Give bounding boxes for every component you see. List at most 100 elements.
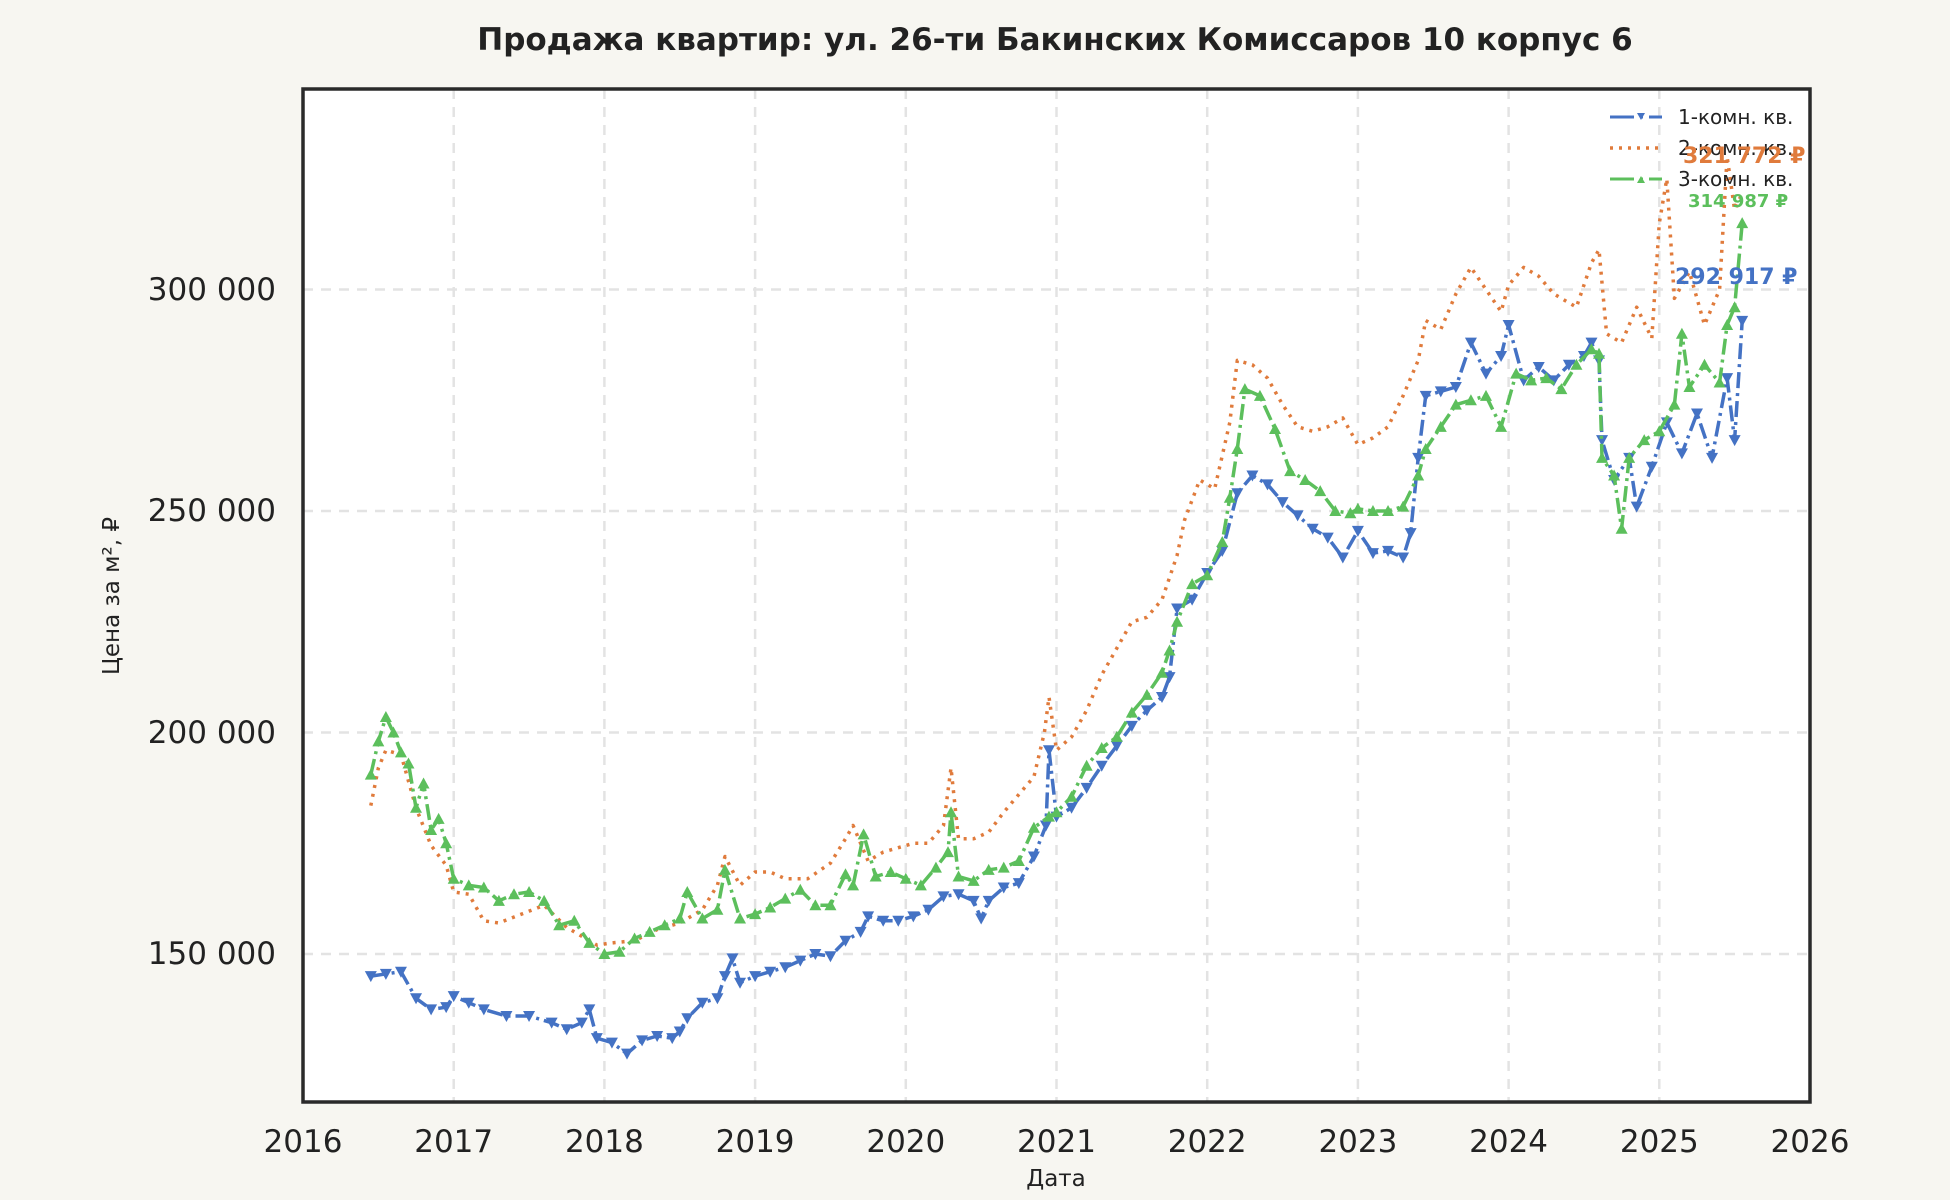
triangle-down-marker-icon (1585, 337, 1598, 349)
triangle-up-marker-icon (410, 801, 423, 813)
triangle-down-marker-icon (764, 966, 777, 978)
x-tick-label: 2018 (564, 1124, 644, 1160)
x-axis-label: Дата (1026, 1166, 1086, 1192)
legend-item-3room: 3-комн. кв. (1608, 163, 1793, 194)
legend-label: 1-комн. кв. (1678, 104, 1794, 129)
triangle-up-marker-icon (696, 912, 709, 924)
annotation-2room-last: 321 772 ₽ (1683, 144, 1806, 169)
x-tick-label: 2016 (263, 1124, 343, 1160)
triangle-up-marker-icon (1540, 372, 1553, 384)
triangle-down-marker-icon (447, 991, 460, 1003)
y-axis-label: Цена за м², ₽ (99, 517, 125, 675)
triangle-up-marker-icon (1495, 420, 1508, 432)
x-tick-label: 2020 (866, 1124, 946, 1160)
triangle-down-marker-icon (1397, 552, 1410, 564)
triangle-down-marker-icon (952, 889, 965, 901)
x-tick-label: 2017 (414, 1124, 494, 1160)
x-tick-label: 2024 (1469, 1124, 1549, 1160)
x-tick-label: 2022 (1167, 1124, 1247, 1160)
triangle-up-marker-icon (779, 892, 792, 904)
triangle-up-marker-icon (1110, 730, 1123, 742)
triangle-up-marker-icon (364, 768, 377, 780)
y-tick-label: 200 000 (147, 714, 276, 751)
triangle-down-marker-icon (1261, 479, 1274, 491)
triangle-down-marker-icon (1630, 501, 1643, 513)
triangle-up-marker-icon (794, 883, 807, 895)
triangle-down-marker-icon (1596, 435, 1609, 447)
x-tick-label: 2021 (1017, 1124, 1096, 1160)
triangle-up-marker-icon (734, 912, 747, 924)
triangle-down-marker-icon (1690, 408, 1703, 420)
triangle-up-marker-icon (1608, 469, 1621, 481)
triangle-up-marker-icon (1351, 502, 1364, 514)
triangle-down-marker-icon (975, 913, 988, 925)
triangle-up-marker-icon (824, 899, 837, 911)
triangle-up-marker-icon (1713, 376, 1726, 388)
triangle-up-marker-icon (425, 823, 438, 835)
triangle-up-marker-icon (1449, 398, 1462, 410)
triangle-down-marker-icon (1547, 375, 1560, 387)
triangle-up-marker-icon (440, 837, 453, 849)
triangle-down-marker-icon (862, 911, 875, 923)
triangle-up-marker-icon (1155, 666, 1168, 678)
triangle-up-marker-icon (1397, 500, 1410, 512)
triangle-down-marker-icon (1039, 820, 1052, 832)
triangle-down-marker-icon (1246, 470, 1259, 482)
triangle-down-marker-icon (1095, 760, 1108, 772)
triangle-up-marker-icon (1623, 451, 1636, 463)
triangle-down-marker-icon (1125, 720, 1138, 732)
triangle-up-marker-icon (394, 746, 407, 758)
triangle-down-marker-icon (1012, 878, 1025, 890)
triangle-up-marker-icon (884, 866, 897, 878)
triangle-down-marker-icon (1645, 461, 1658, 473)
triangle-up-marker-icon (1434, 420, 1447, 432)
triangle-up-marker-icon (997, 861, 1010, 873)
triangle-up-marker-icon (1080, 759, 1093, 771)
triangle-down-marker-icon (575, 1017, 588, 1029)
triangle-up-marker-icon (1683, 380, 1696, 392)
triangle-down-marker-icon (1479, 368, 1492, 380)
triangle-up-marker-icon (1419, 442, 1432, 454)
triangle-up-marker-icon (1042, 810, 1055, 822)
triangle-up-marker-icon (941, 846, 954, 858)
triangle-up-marker-icon (1012, 854, 1025, 866)
triangle-up-marker-icon (1615, 522, 1628, 534)
series-lines (364, 154, 1749, 1060)
triangle-up-marker-icon (462, 879, 475, 891)
triangle-down-marker-icon (1171, 603, 1184, 615)
triangle-down-marker-icon (583, 1004, 596, 1016)
triangle-up-marker-icon (447, 872, 460, 884)
triangle-up-marker-icon (1065, 790, 1078, 802)
triangle-up-marker-icon (1095, 742, 1108, 754)
triangle-down-marker-icon (1404, 528, 1417, 540)
triangle-up-marker-icon (929, 861, 942, 873)
triangle-down-marker-icon (1080, 782, 1093, 794)
triangle-down-marker-icon (1321, 532, 1334, 544)
triangle-up-marker-icon (507, 888, 520, 900)
triangle-down-marker-icon (1502, 319, 1515, 331)
triangle-up-marker-icon (658, 919, 671, 931)
triangle-up-marker-icon (379, 710, 392, 722)
triangle-down-marker-icon (440, 1002, 453, 1014)
triangle-down-marker-icon (1562, 359, 1575, 371)
triangle-up-marker-icon (477, 881, 490, 893)
triangle-up-marker-icon (1314, 485, 1327, 497)
triangle-up-marker-icon (1596, 451, 1609, 463)
triangle-up-marker-icon (1163, 644, 1176, 656)
triangle-down-marker-icon (854, 926, 867, 938)
triangle-down-marker-icon (982, 895, 995, 907)
triangle-up-marker-icon (492, 894, 505, 906)
triangle-up-marker-icon (1675, 327, 1688, 339)
triangle-down-marker-icon (636, 1035, 649, 1047)
triangle-up-marker-icon (417, 777, 430, 789)
triangle-down-marker-icon (1276, 497, 1289, 509)
triangle-up-marker-icon (1382, 505, 1395, 516)
triangle-down-marker-icon (1306, 523, 1319, 535)
triangle-down-marker-icon (1351, 525, 1364, 537)
triangle-up-marker-icon (718, 863, 731, 875)
triangle-down-marker-icon (1186, 594, 1199, 606)
triangle-up-marker-icon (749, 908, 762, 920)
triangle-up-marker-icon (1299, 473, 1312, 485)
triangle-up-marker-icon (1668, 398, 1681, 410)
triangle-up-marker-icon (945, 806, 958, 818)
